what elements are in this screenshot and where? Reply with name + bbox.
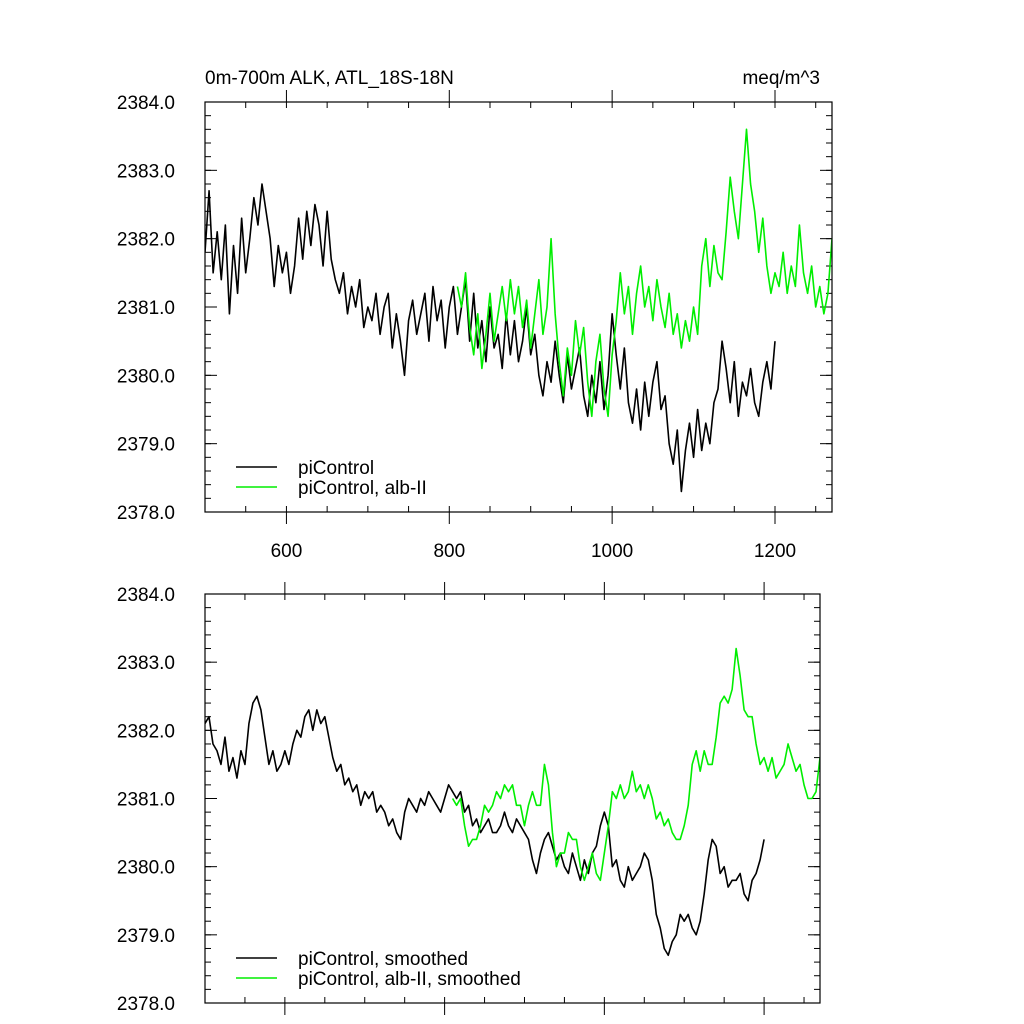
series-line-alb-ii: [456, 128, 832, 418]
y-tick-label: 2378.0: [117, 503, 175, 524]
chart-units: meq/m^3: [742, 68, 820, 89]
x-tick-label: 600: [271, 541, 303, 562]
y-tick-label: 2378.0: [117, 994, 175, 1015]
x-tick-label: 800: [433, 541, 465, 562]
y-tick-label: 2383.0: [117, 161, 175, 182]
y-tick-label: 2380.0: [117, 366, 175, 387]
y-tick-label: 2379.0: [117, 435, 175, 456]
legend-label: piControl, smoothed: [298, 949, 468, 970]
legend-label: piControl, alb-II, smoothed: [298, 969, 521, 990]
series-group: [205, 647, 820, 957]
series-group: [205, 128, 832, 493]
series-line-alb-ii: [451, 647, 820, 882]
plot-frame: [204, 593, 821, 1004]
y-tick-label: 2383.0: [117, 653, 175, 674]
series-line-picontrol: [205, 695, 765, 957]
legend-label: piControl, alb-II: [298, 478, 427, 499]
y-tick-label: 2382.0: [117, 721, 175, 742]
y-tick-label: 2384.0: [117, 585, 175, 606]
x-tick-label: 1200: [754, 541, 796, 562]
series-line-picontrol: [205, 183, 776, 493]
top-panel: 0m-700m ALK, ATL_18S-18N meq/m^3 2378.0 2…: [117, 68, 833, 562]
y-tick-label: 2381.0: [117, 790, 175, 811]
x-tick-label: 1000: [591, 541, 633, 562]
bottom-panel: 2378.0 2379.0 2380.0 2381.0 2382.0 2383.0 2384…: [117, 582, 821, 1015]
y-tick-label: 2382.0: [117, 230, 175, 251]
y-tick-label: 2381.0: [117, 298, 175, 319]
chart-title: 0m-700m ALK, ATL_18S-18N: [205, 68, 454, 89]
plot-frame: [204, 101, 833, 513]
legend-label: piControl: [298, 458, 374, 479]
y-tick-label: 2379.0: [117, 926, 175, 947]
y-tick-label: 2384.0: [117, 93, 175, 114]
y-tick-label: 2380.0: [117, 858, 175, 879]
